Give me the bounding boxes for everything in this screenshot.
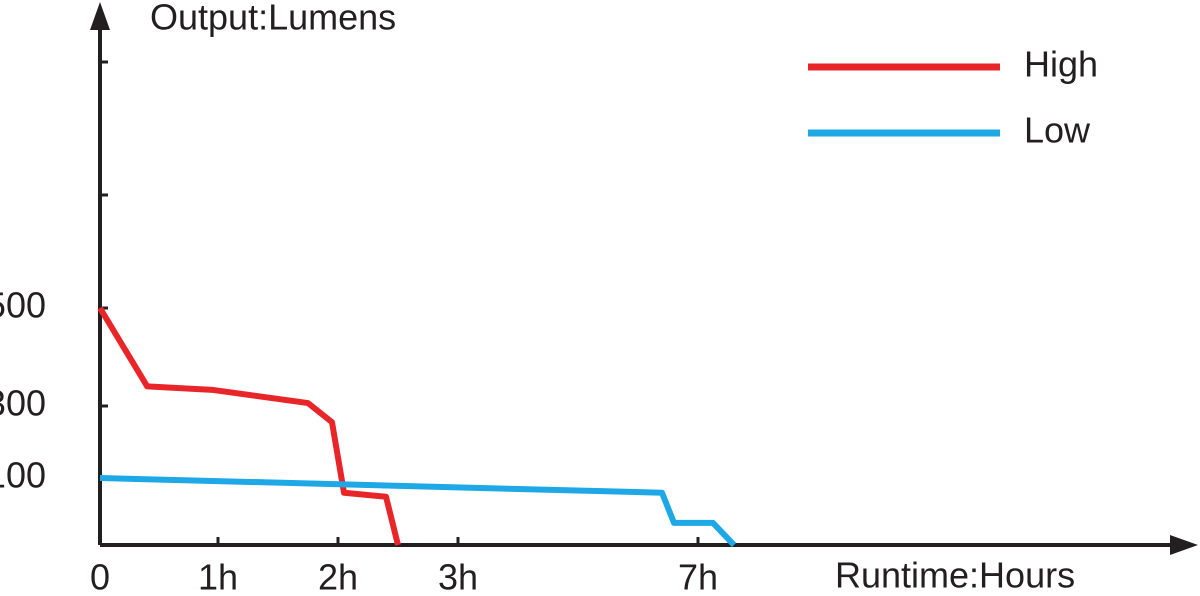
line-series bbox=[99, 475, 737, 548]
legend-label: Low bbox=[1024, 110, 1091, 151]
y-arrow bbox=[90, 2, 110, 30]
y-tick-label: 100 bbox=[0, 455, 46, 496]
y-tick-label: 300 bbox=[0, 383, 46, 424]
x-arrow bbox=[1170, 535, 1198, 555]
x-tick-label: 7h bbox=[678, 557, 718, 596]
x-axis-title: Runtime:Hours bbox=[835, 555, 1075, 596]
line-series bbox=[97, 306, 401, 546]
y-axis-title: Output:Lumens bbox=[150, 0, 396, 38]
x-tick-label: 3h bbox=[438, 557, 478, 596]
x-tick-label: 2h bbox=[318, 557, 358, 596]
x-tick-label: 1h bbox=[198, 557, 238, 596]
legend-label: High bbox=[1024, 44, 1098, 85]
y-tick-label: 500 bbox=[0, 285, 46, 326]
x-tick-label: 0 bbox=[90, 557, 110, 596]
